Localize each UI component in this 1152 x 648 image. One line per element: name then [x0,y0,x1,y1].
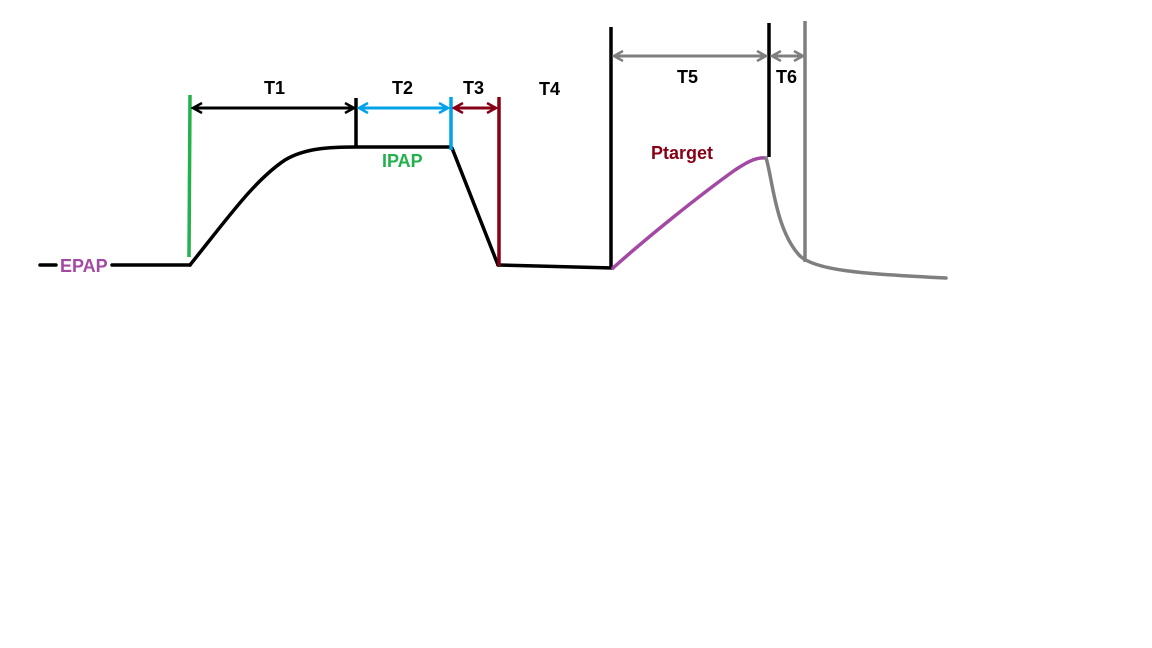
decay-curve [764,156,948,280]
t2-label: T2 [392,78,413,98]
epap-baseline-middle [496,263,615,270]
t4-label: T4 [539,79,560,99]
ptarget-curve [611,156,768,270]
epap-label: EPAP [60,256,108,276]
t6-label: T6 [776,67,797,87]
ptarget-label: Ptarget [651,143,713,163]
t1-label: T1 [264,78,285,98]
t1-start-marker [187,94,192,258]
t5-label: T5 [677,67,698,87]
rise-curve [188,145,359,267]
fall-edge [450,146,500,267]
t3-label: T3 [463,78,484,98]
ipap-label: IPAP [382,151,423,171]
